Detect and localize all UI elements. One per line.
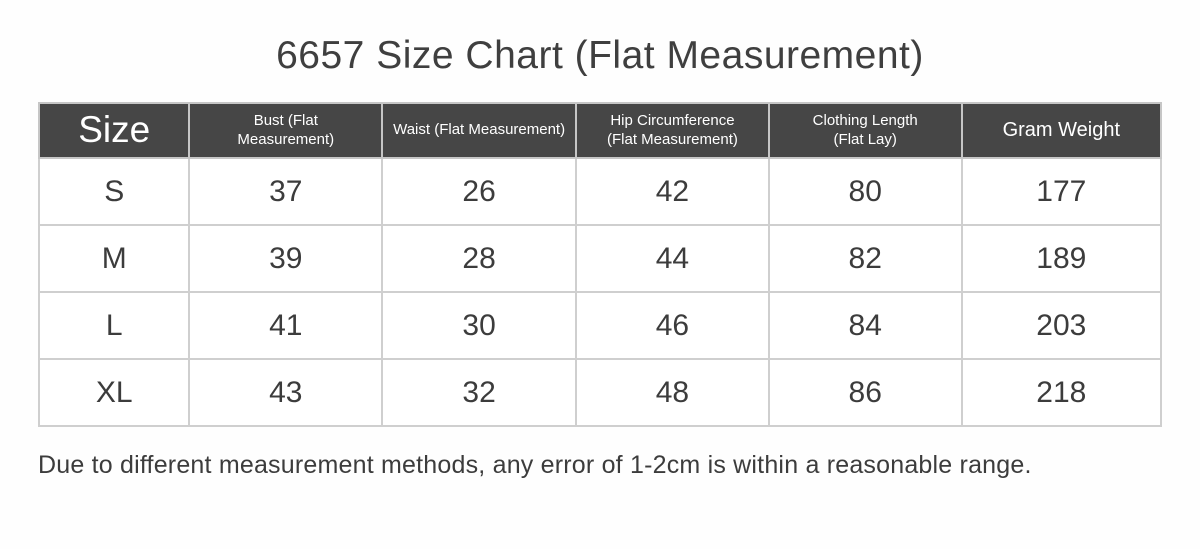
- value-cell: 218: [960, 358, 1163, 427]
- value-cell: 203: [960, 291, 1163, 360]
- value-cell: 28: [381, 224, 578, 293]
- value-cell: 82: [767, 224, 963, 293]
- table-row-s: S 37 26 42 80 177: [37, 157, 1163, 226]
- header-cell-size: Size: [37, 102, 191, 159]
- size-cell: L: [37, 291, 191, 360]
- table-header-row: Size Bust (Flat Measurement) Waist (Flat M…: [37, 102, 1163, 159]
- measurement-disclaimer: Due to different measurement methods, an…: [38, 451, 1032, 479]
- table-header: Size Bust (Flat Measurement) Waist (Flat M…: [37, 102, 1163, 159]
- page-title: 6657 Size Chart (Flat Measurement): [276, 34, 924, 77]
- value-cell: 80: [767, 157, 963, 226]
- value-cell: 46: [575, 291, 770, 360]
- table-row-xl: XL 43 32 48 86 218: [37, 358, 1163, 427]
- size-cell: S: [37, 157, 191, 226]
- value-cell: 26: [381, 157, 578, 226]
- value-cell: 32: [381, 358, 578, 427]
- value-cell: 39: [188, 224, 384, 293]
- table-body: S 37 26 42 80 177 M 39 28 44 82 189 L 41 30 46 84 203 XL 43…: [37, 157, 1163, 427]
- size-chart-table: Size Bust (Flat Measurement) Waist (Flat M…: [37, 102, 1163, 427]
- header-cell-waist-flat-measurement: Waist (Flat Measurement): [381, 102, 578, 159]
- header-cell-clothing-length-flat-lay: Clothing Length (Flat Lay): [767, 102, 963, 159]
- value-cell: 84: [767, 291, 963, 360]
- value-cell: 42: [575, 157, 770, 226]
- header-cell-gram-weight: Gram Weight: [960, 102, 1163, 159]
- table-row-l: L 41 30 46 84 203: [37, 291, 1163, 360]
- size-cell: M: [37, 224, 191, 293]
- value-cell: 37: [188, 157, 384, 226]
- header-cell-hip-circumference-flat-measurement: Hip Circumference (Flat Measurement): [575, 102, 770, 159]
- value-cell: 30: [381, 291, 578, 360]
- value-cell: 48: [575, 358, 770, 427]
- value-cell: 41: [188, 291, 384, 360]
- value-cell: 43: [188, 358, 384, 427]
- value-cell: 44: [575, 224, 770, 293]
- table-row-m: M 39 28 44 82 189: [37, 224, 1163, 293]
- value-cell: 86: [767, 358, 963, 427]
- size-cell: XL: [37, 358, 191, 427]
- value-cell: 177: [960, 157, 1163, 226]
- header-cell-bust-flat-measurement: Bust (Flat Measurement): [188, 102, 384, 159]
- value-cell: 189: [960, 224, 1163, 293]
